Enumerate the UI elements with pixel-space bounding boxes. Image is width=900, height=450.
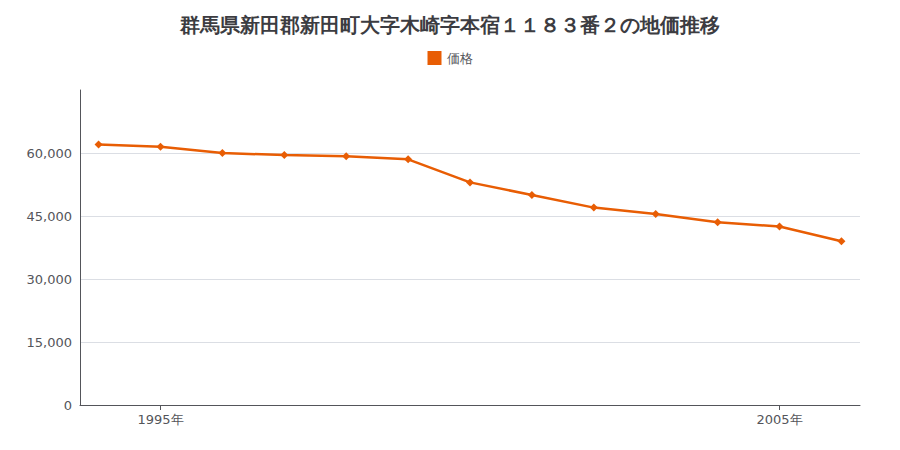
svg-text:1995年: 1995年: [137, 412, 183, 427]
svg-text:2005年: 2005年: [756, 412, 802, 427]
svg-text:45,000: 45,000: [27, 209, 73, 224]
svg-text:0: 0: [64, 398, 72, 413]
svg-text:15,000: 15,000: [27, 335, 73, 350]
svg-text:価格: 価格: [447, 51, 473, 66]
svg-text:30,000: 30,000: [27, 272, 73, 287]
svg-text:60,000: 60,000: [27, 146, 73, 161]
svg-text:群馬県新田郡新田町大字木崎字本宿１１８３番２の地価推移: 群馬県新田郡新田町大字木崎字本宿１１８３番２の地価推移: [179, 13, 720, 37]
